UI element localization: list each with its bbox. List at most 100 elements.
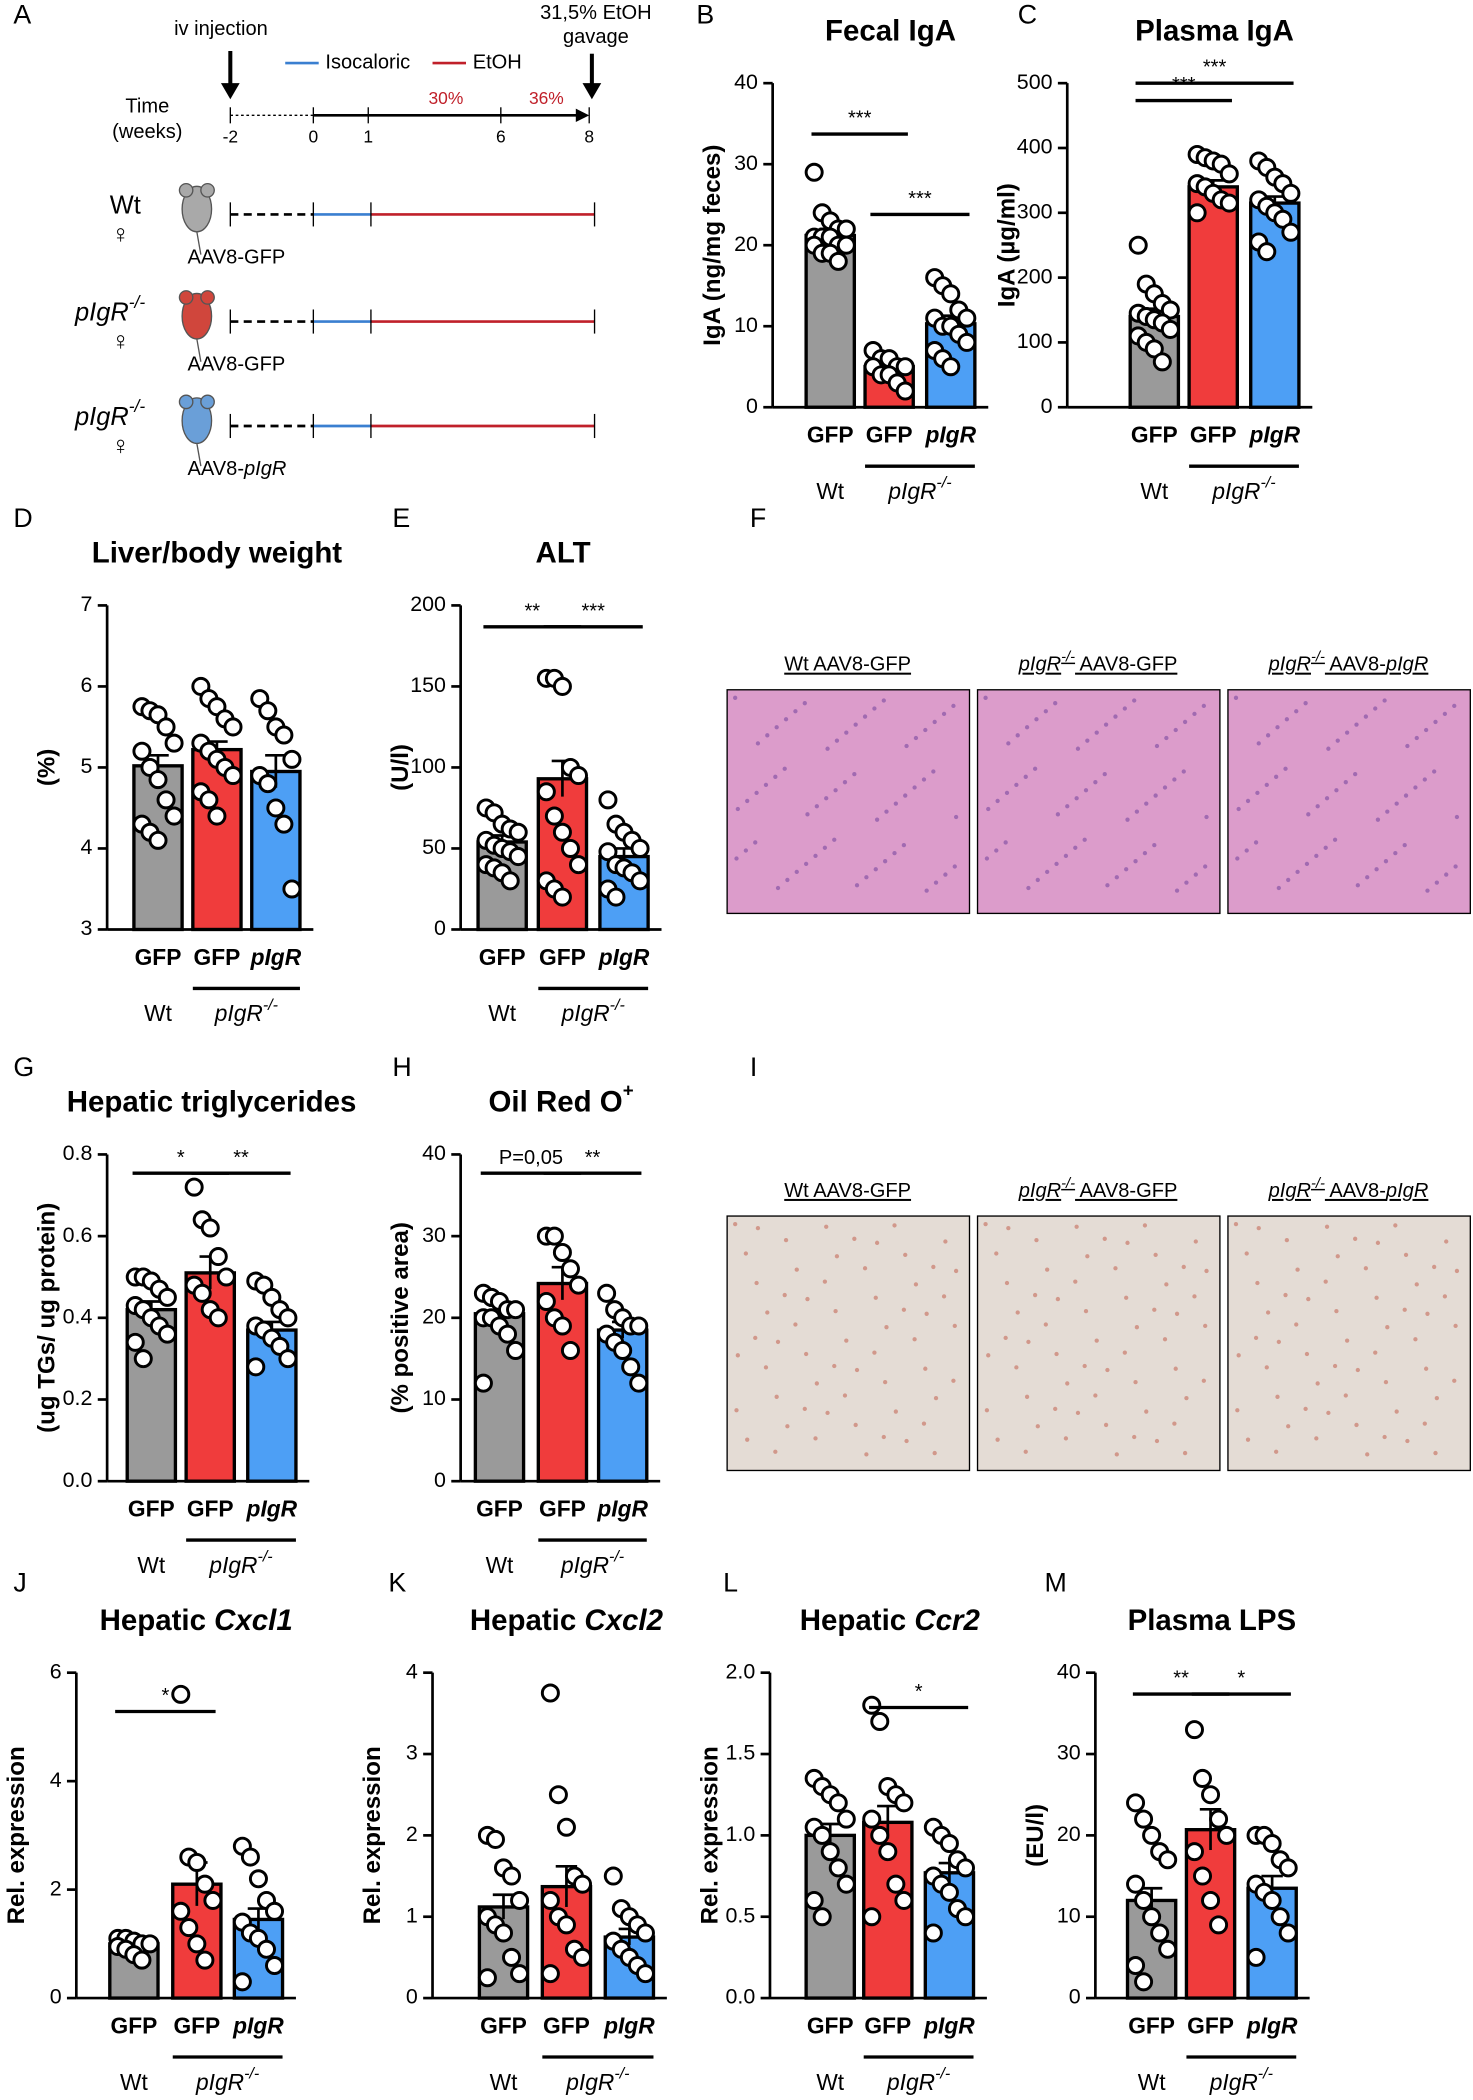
texture: [1454, 1268, 1460, 1274]
y-tick-label: 20: [422, 1304, 446, 1328]
y-tick-label: 4: [406, 1659, 418, 1683]
texture: [952, 864, 957, 869]
texture: [1201, 1378, 1206, 1383]
texture: [743, 848, 749, 853]
texture: [1334, 788, 1339, 793]
texture: [1405, 743, 1410, 749]
data-point: [556, 1817, 576, 1837]
texture: [783, 717, 789, 722]
texture: [1452, 703, 1457, 708]
label: 31,5% EtOH: [540, 2, 652, 24]
group-label-part: pIgR: [887, 478, 936, 504]
y-tick-label: 1: [406, 1903, 418, 1927]
chart-title: Liver/body weight: [92, 536, 343, 569]
texture: [1286, 877, 1291, 883]
texture: [1335, 1254, 1340, 1259]
y-axis-label: (%): [34, 749, 61, 786]
data-point: [195, 1950, 215, 1970]
image-label-part: pIgR: [1268, 654, 1311, 676]
genotype-part: pIgR: [74, 298, 129, 326]
texture: [913, 735, 919, 741]
data-point: [556, 1915, 576, 1935]
data-point: [895, 381, 915, 401]
texture: [1332, 1363, 1338, 1369]
texture: [803, 1351, 809, 1357]
data-point: [804, 1890, 824, 1910]
texture: [1153, 793, 1158, 798]
data-point: [148, 770, 168, 790]
data-point: [125, 1332, 145, 1352]
texture: [1063, 1436, 1069, 1441]
group-label: Wt: [120, 2069, 148, 2095]
texture: [874, 1240, 880, 1245]
x-tick-label: GFP: [1131, 422, 1178, 448]
texture: [1245, 798, 1251, 804]
texture: [1304, 861, 1310, 867]
texture: [1343, 780, 1348, 785]
texture: [872, 706, 877, 711]
panel-letter: A: [13, 0, 31, 29]
texture: [1193, 872, 1198, 877]
panel-letter: L: [723, 1567, 738, 1597]
group-label: pIgR-/-: [195, 2065, 259, 2095]
data-point: [184, 1177, 204, 1197]
significance-label: **: [524, 600, 540, 622]
texture: [983, 1221, 988, 1227]
panel-letter: E: [392, 503, 410, 533]
texture: [1014, 1365, 1019, 1370]
x-tick-label: GFP: [480, 2013, 527, 2039]
texture: [904, 743, 909, 749]
y-tick-label: 100: [410, 754, 446, 778]
texture: [1125, 1240, 1130, 1245]
data-point: [1126, 1874, 1146, 1894]
panel-letter: H: [392, 1052, 411, 1082]
texture: [873, 1295, 878, 1300]
chart-title: Plasma IgA: [1135, 14, 1294, 47]
data-point: [265, 1901, 285, 1921]
data-point: [199, 790, 219, 810]
title-part: Oil Red O: [489, 1085, 623, 1118]
y-axis-label: (EU/l): [1022, 1804, 1049, 1867]
texture: [1125, 817, 1130, 822]
y-tick-label: 0: [406, 1985, 418, 2009]
texture: [1442, 711, 1448, 717]
texture: [1003, 840, 1008, 845]
texture: [994, 848, 999, 853]
title-italic: Cxcl1: [214, 1604, 293, 1637]
data-point: [223, 766, 243, 786]
texture: [753, 1335, 758, 1341]
texture: [1184, 1396, 1189, 1401]
data-point: [1126, 1956, 1146, 1976]
texture: [1413, 1337, 1418, 1342]
significance-label: **: [585, 1147, 601, 1169]
x-tick-label: GFP: [1187, 2013, 1234, 2039]
data-point: [621, 1357, 641, 1377]
chart-title: Fecal IgA: [825, 14, 956, 47]
texture: [986, 806, 991, 812]
texture: [1152, 1307, 1157, 1312]
data-point: [1158, 1850, 1178, 1870]
texture: [1244, 848, 1249, 853]
texture: [1233, 1221, 1239, 1227]
texture: [765, 733, 770, 738]
texture: [862, 714, 868, 719]
data-point: [506, 1300, 526, 1320]
data-point: [1201, 1785, 1221, 1805]
data-point: [278, 1308, 298, 1328]
texture: [1144, 801, 1149, 806]
data-point: [1150, 1923, 1170, 1943]
label: gavage: [563, 26, 629, 48]
texture: [754, 790, 759, 796]
x-tick-label: GFP: [1190, 422, 1237, 448]
texture: [1063, 853, 1069, 858]
texture: [862, 1266, 868, 1271]
data-point: [232, 1972, 252, 1992]
panel-letter: J: [13, 1567, 26, 1597]
y-axis-label: (% positive area): [387, 1222, 414, 1413]
data-point: [941, 357, 961, 377]
data-point: [132, 1950, 152, 1970]
texture: [951, 703, 956, 708]
data-point: [1278, 1923, 1298, 1943]
x-tick-label: GFP: [135, 944, 182, 970]
micrograph: [726, 1215, 971, 1472]
